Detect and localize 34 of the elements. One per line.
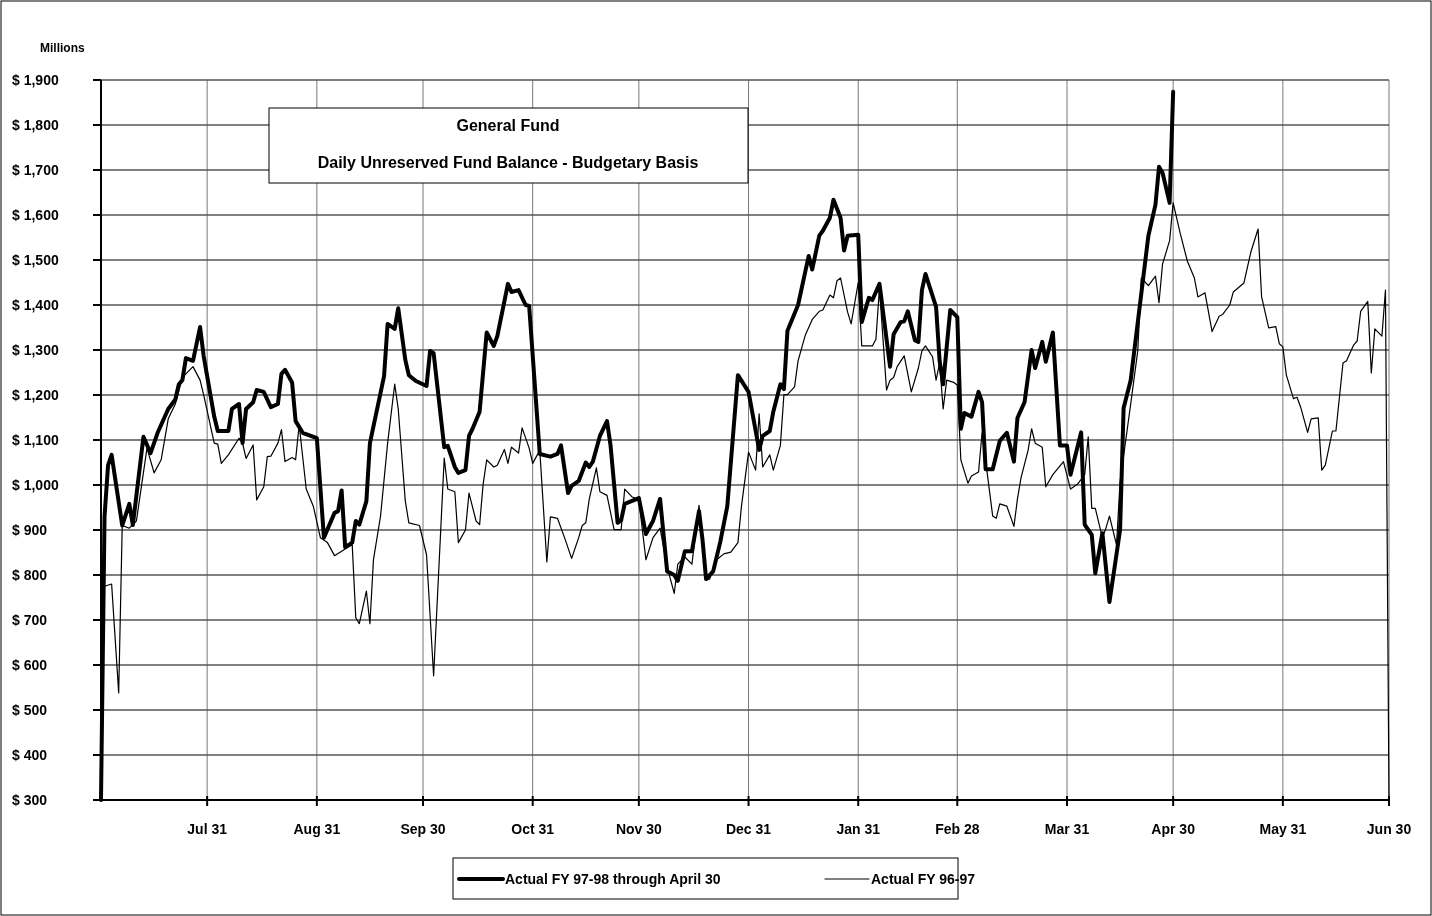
x-tick-label: Jun 30 <box>1366 821 1412 837</box>
x-tick-label: Nov 30 <box>615 821 663 837</box>
y-tick-label: $ 1,400 <box>12 296 59 313</box>
y-tick-label: $ 600 <box>12 656 48 673</box>
y-tick-label: $ 700 <box>12 611 48 628</box>
text: General Fund <box>456 117 560 134</box>
y-tick-label: $ 1,900 <box>12 71 59 88</box>
y-tick-label: $ 800 <box>12 566 48 583</box>
y-tick-label: $ 300 <box>12 791 48 808</box>
legend-label: Actual FY 97-98 through April 30 <box>505 870 721 887</box>
x-tick-label: Sep 30 <box>400 821 446 837</box>
y-tick-label: $ 1,100 <box>12 431 59 448</box>
x-tick-label: May 31 <box>1259 821 1307 837</box>
x-tick-label: Mar 31 <box>1044 821 1090 837</box>
x-tick-label: Aug 31 <box>293 821 341 837</box>
x-tick-label: Jan 31 <box>836 821 881 837</box>
y-tick-label: $ 400 <box>12 746 48 763</box>
x-tick-label: Apr 30 <box>1151 821 1196 837</box>
y-tick-label: $ 1,000 <box>12 476 59 493</box>
y-tick-label: $ 1,700 <box>12 161 59 178</box>
x-tick-label: Oct 31 <box>511 821 555 837</box>
y-tick-label: $ 1,500 <box>12 251 59 268</box>
y-tick-label: $ 900 <box>12 521 48 538</box>
x-tick-label: Feb 28 <box>935 821 980 837</box>
text: Daily Unreserved Fund Balance - Budgetary Basis <box>317 154 699 171</box>
y-tick-label: $ 1,800 <box>12 116 59 133</box>
y-axis-title: Millions <box>40 41 85 55</box>
legend-label: Actual FY 96-97 <box>871 870 976 887</box>
y-tick-label: $ 1,300 <box>12 341 59 358</box>
x-tick-label: Jul 31 <box>187 821 228 837</box>
x-tick-label: Dec 31 <box>725 821 772 837</box>
y-tick-label: $ 500 <box>12 701 48 718</box>
y-tick-label: $ 1,600 <box>12 206 59 223</box>
y-tick-label: $ 1,200 <box>12 386 59 403</box>
